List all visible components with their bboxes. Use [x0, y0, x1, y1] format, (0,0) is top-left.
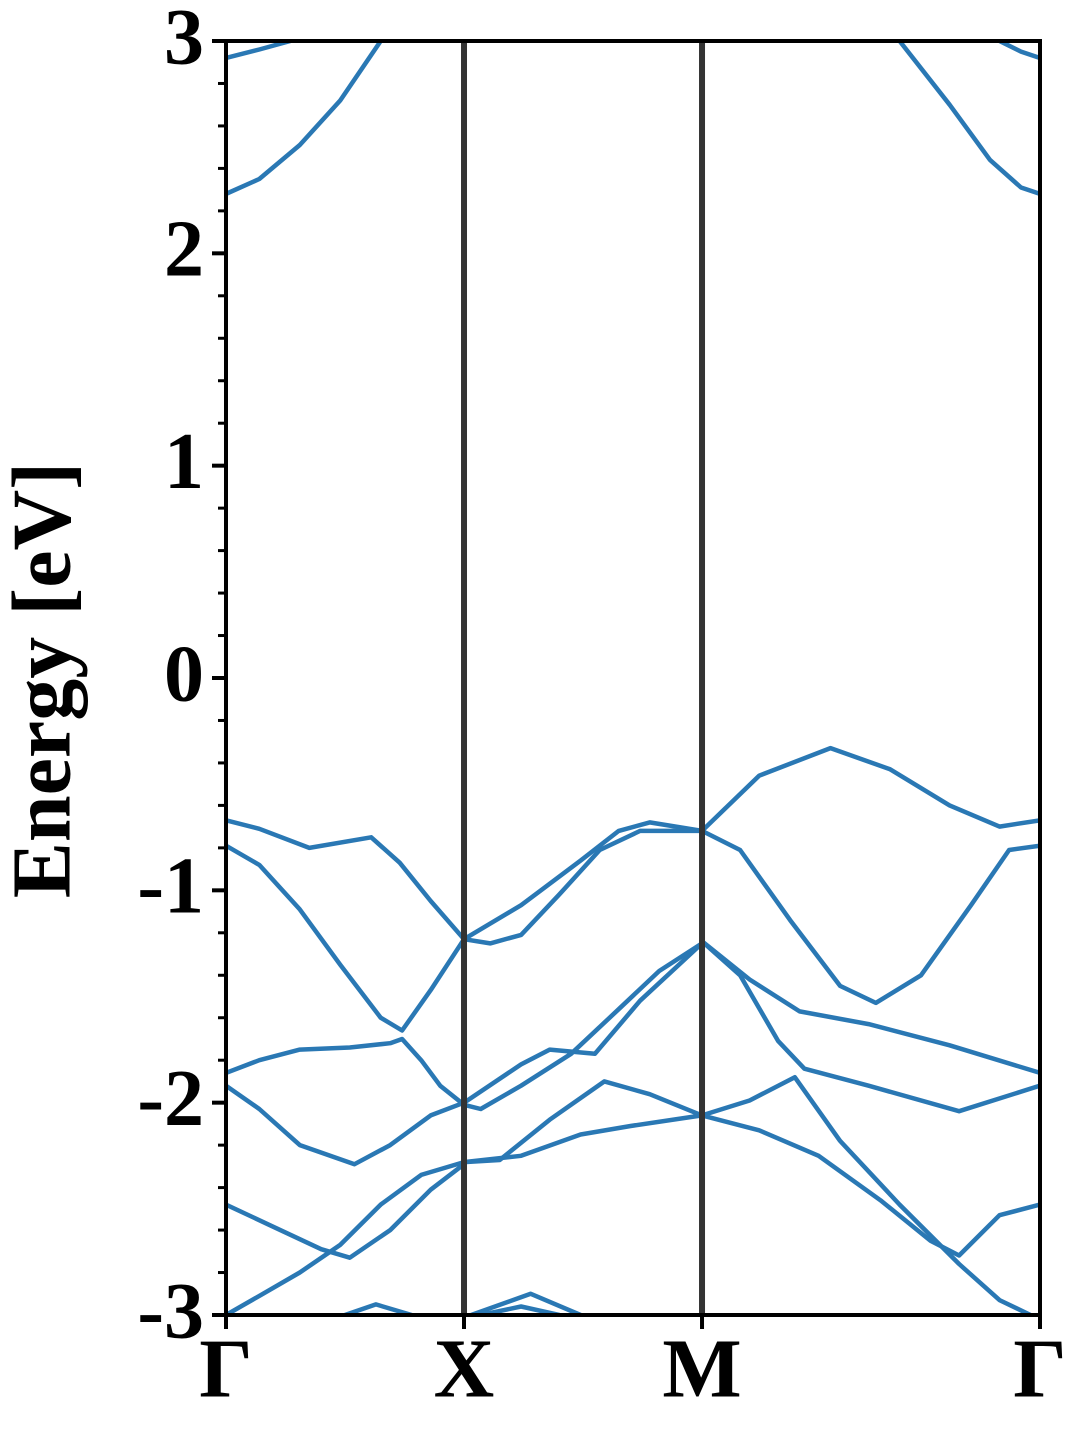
band-line: [897, 41, 1040, 197]
band-line: [461, 828, 705, 946]
y-tick-label: 1: [164, 418, 204, 506]
y-tick-label: -1: [137, 843, 204, 931]
y-axis-label: Energy [eV]: [0, 462, 88, 898]
band-line: [461, 820, 705, 942]
band-line: [699, 939, 1040, 1076]
band-line: [226, 1159, 467, 1315]
band-line: [226, 818, 467, 942]
y-tick-label: -2: [137, 1055, 204, 1143]
band-line: [699, 828, 1040, 1006]
band-line: [342, 1302, 414, 1315]
band-line: [226, 1036, 467, 1108]
x-tick-label: X: [434, 1322, 495, 1415]
plot-area: [226, 41, 1040, 1315]
band-line: [699, 1113, 1040, 1258]
band-line: [461, 941, 705, 1112]
band-line: [226, 843, 467, 1033]
band-line: [699, 1074, 1033, 1315]
band-line: [461, 1113, 705, 1165]
y-tick-label: 2: [164, 206, 204, 294]
band-line: [997, 41, 1040, 61]
band-line: [699, 745, 1040, 834]
band-line: [699, 939, 1040, 1114]
x-tick-label: M: [662, 1322, 741, 1415]
band-line: [478, 1304, 562, 1315]
y-tick-label: -3: [137, 1267, 204, 1355]
band-line: [226, 1083, 467, 1167]
band-line: [226, 41, 383, 197]
x-tick-label: Γ: [1013, 1322, 1066, 1415]
x-tick-label: Γ: [199, 1322, 252, 1415]
y-tick-label: 0: [164, 630, 204, 718]
band-line: [226, 41, 293, 61]
band-line: [226, 1161, 467, 1260]
y-tick-label: 3: [164, 0, 204, 81]
band-line: [468, 1291, 583, 1315]
